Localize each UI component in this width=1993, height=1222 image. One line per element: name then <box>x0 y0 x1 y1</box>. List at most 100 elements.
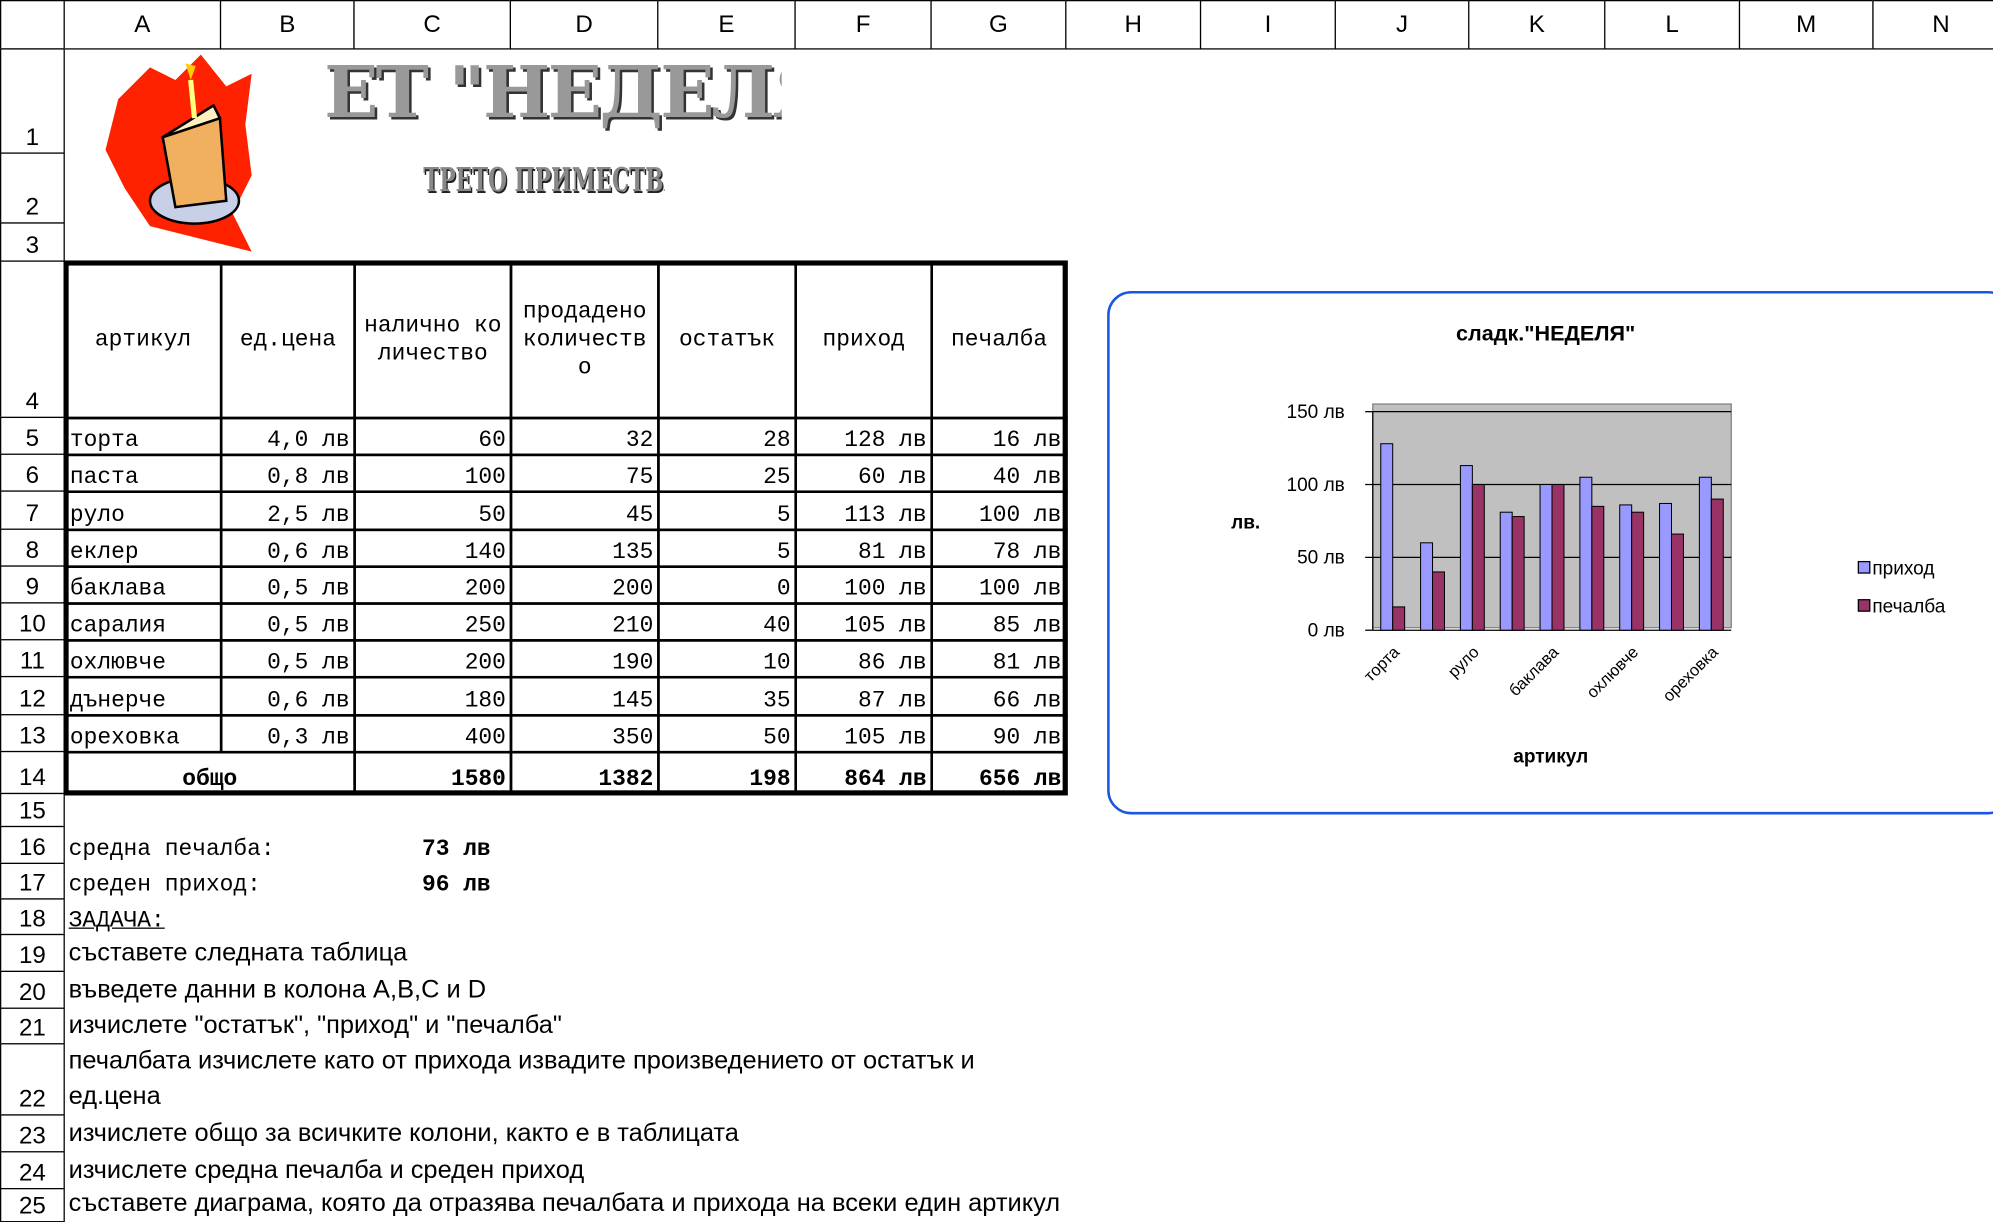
row-header[interactable]: 9 <box>0 565 65 603</box>
row-header[interactable]: 11 <box>0 639 65 677</box>
column-header[interactable]: G <box>930 0 1066 50</box>
row-header[interactable]: 20 <box>0 971 65 1009</box>
total-cell: 656 лв <box>930 751 1067 795</box>
table-cell: 0 <box>657 565 797 604</box>
table-cell: баклава <box>64 565 223 604</box>
row-header[interactable]: 24 <box>0 1151 65 1189</box>
y-tick-label: 50 лв <box>1297 548 1345 569</box>
row-header[interactable]: 18 <box>0 898 65 935</box>
legend-label: печалба <box>1872 596 1945 617</box>
total-cell: 1580 <box>353 751 512 795</box>
table-cell: 128 лв <box>794 417 933 456</box>
table-cell: 60 лв <box>794 454 933 493</box>
column-header[interactable]: F <box>794 0 931 50</box>
table-cell: 250 <box>353 602 512 641</box>
column-header[interactable]: J <box>1335 0 1470 50</box>
row-header[interactable]: 25 <box>0 1188 65 1222</box>
table-cell: 0,5 лв <box>220 602 356 641</box>
table-cell: 16 лв <box>930 417 1067 456</box>
row-header[interactable]: 8 <box>0 529 65 567</box>
row-header[interactable]: 19 <box>0 934 65 972</box>
table-cell: 0,5 лв <box>220 639 356 678</box>
row-header[interactable]: 10 <box>0 602 65 640</box>
table-cell: 2,5 лв <box>220 490 356 531</box>
column-header[interactable]: C <box>353 0 511 50</box>
column-header[interactable]: M <box>1739 0 1874 50</box>
table-cell: 100 <box>353 454 512 493</box>
row-header[interactable]: 23 <box>0 1114 65 1152</box>
table-cell: 4,0 лв <box>220 417 356 456</box>
row-header[interactable]: 3 <box>0 222 65 261</box>
table-cell: 0,6 лв <box>220 676 356 717</box>
table-header-cell: налично количество <box>353 260 512 419</box>
column-header[interactable]: K <box>1468 0 1605 50</box>
row-header[interactable]: 21 <box>0 1008 65 1045</box>
row-header[interactable]: 16 <box>0 826 65 864</box>
row-header[interactable]: 17 <box>0 863 65 900</box>
table-cell: дънерче <box>64 676 223 717</box>
row-header[interactable]: 2 <box>0 152 65 223</box>
column-header[interactable]: E <box>657 0 796 50</box>
table-header-cell: остатък <box>657 260 797 419</box>
task-item: въведете данни в колона A,B,C и D <box>69 971 1467 1008</box>
table-cell: ореховка <box>64 714 223 753</box>
row-header[interactable]: 7 <box>0 490 65 529</box>
row-header[interactable]: 12 <box>0 676 65 715</box>
table-cell: 78 лв <box>930 529 1067 568</box>
summary-value: 96 лв <box>422 863 575 899</box>
y-tick-label: 150 лв <box>1286 402 1344 423</box>
summary-label: средна печалба: <box>69 826 412 863</box>
y-axis-title: лв. <box>1231 513 1260 534</box>
table-cell: 66 лв <box>930 676 1067 717</box>
bar <box>1393 607 1405 630</box>
table-cell: 90 лв <box>930 714 1067 753</box>
bar <box>1580 477 1592 630</box>
column-header[interactable]: I <box>1200 0 1336 50</box>
row-header[interactable]: 13 <box>0 714 65 752</box>
row-header[interactable]: 14 <box>0 751 65 794</box>
column-header[interactable]: A <box>64 0 222 50</box>
bar <box>1421 543 1433 630</box>
table-cell: 28 <box>657 417 797 456</box>
table-cell: 40 лв <box>930 454 1067 493</box>
row-header[interactable]: 4 <box>0 260 65 418</box>
table-cell: 25 <box>657 454 797 493</box>
summary-label: среден приход: <box>69 863 412 899</box>
bar <box>1540 485 1552 631</box>
table-cell: 75 <box>510 454 660 493</box>
bar <box>1552 485 1564 631</box>
column-header[interactable]: N <box>1872 0 1993 50</box>
task-item: съставете следната таблица <box>69 934 1467 971</box>
column-header[interactable]: B <box>220 0 355 50</box>
table-cell: 400 <box>353 714 512 753</box>
column-header[interactable]: H <box>1065 0 1201 50</box>
row-header[interactable]: 6 <box>0 454 65 492</box>
row-header[interactable]: 15 <box>0 793 65 827</box>
total-cell: общо <box>64 751 356 795</box>
bar <box>1512 517 1524 631</box>
total-cell: 1382 <box>510 751 660 795</box>
bar <box>1433 572 1445 630</box>
row-header[interactable]: 5 <box>0 417 65 455</box>
table-cell: 100 лв <box>930 565 1067 604</box>
table-header-cell: приход <box>794 260 933 419</box>
table-cell: 45 <box>510 490 660 531</box>
row-header[interactable]: 22 <box>0 1043 65 1115</box>
table-cell: 86 лв <box>794 639 933 678</box>
table-cell: 87 лв <box>794 676 933 717</box>
table-cell: 105 лв <box>794 714 933 753</box>
row-header[interactable]: 1 <box>0 48 65 153</box>
column-header[interactable]: D <box>510 0 659 50</box>
y-tick-label: 0 лв <box>1308 621 1345 642</box>
table-cell: 210 <box>510 602 660 641</box>
table-cell: 60 <box>353 417 512 456</box>
table-cell: 200 <box>510 565 660 604</box>
table-header-cell: артикул <box>64 260 223 419</box>
column-header[interactable]: L <box>1604 0 1740 50</box>
table-header-cell: продадено количество <box>510 260 660 419</box>
bar <box>1500 512 1512 630</box>
table-cell: еклер <box>64 529 223 568</box>
table-cell: 200 <box>353 565 512 604</box>
bar <box>1592 506 1604 630</box>
table-cell: 113 лв <box>794 490 933 531</box>
